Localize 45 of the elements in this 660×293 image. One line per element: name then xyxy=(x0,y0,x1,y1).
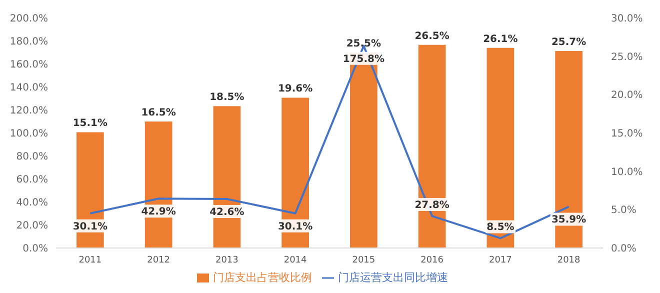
data-label: 16.5% xyxy=(141,108,176,118)
y-tick-label: 120.0% xyxy=(10,106,48,117)
y-tick-label: 140.0% xyxy=(10,82,48,94)
data-label: 18.5% xyxy=(210,92,244,104)
y2-tick-label: 15.0% xyxy=(611,128,643,140)
data-label: 26.1% xyxy=(483,34,518,45)
data-label: 19.6% xyxy=(278,84,313,95)
y-tick-label: 100.0% xyxy=(10,128,48,140)
y-tick-label: 160.0% xyxy=(10,60,48,71)
x-tick-label: 2017 xyxy=(488,255,512,266)
y2-tick-label: 10.0% xyxy=(611,166,643,178)
x-tick-label: 2014 xyxy=(284,255,308,266)
y-tick-label: 0.0% xyxy=(22,244,48,255)
y-tick-label: 20.0% xyxy=(16,220,48,232)
x-tick-label: 2013 xyxy=(215,255,238,266)
y-tick-label: 40.0% xyxy=(16,198,48,209)
legend-label: 门店运营支出同比增速 xyxy=(338,271,448,284)
x-tick-label: 2018 xyxy=(557,255,581,266)
y-tick-label: 180.0% xyxy=(10,36,48,48)
x-tick-label: 2016 xyxy=(420,255,444,266)
data-label: 35.9% xyxy=(551,214,586,226)
x-tick-label: 2012 xyxy=(147,255,170,266)
data-label: 42.6% xyxy=(210,207,244,218)
data-label: 175.8% xyxy=(342,54,385,65)
data-label: 42.9% xyxy=(141,206,176,218)
y-tick-label: 200.0% xyxy=(10,14,48,25)
y-tick-label: 80.0% xyxy=(16,152,48,163)
bar xyxy=(486,48,514,248)
legend-label: 门店支出占营收比例 xyxy=(213,271,312,284)
data-label: 25.7% xyxy=(551,36,586,48)
data-label: 25.5% xyxy=(346,38,382,50)
y2-tick-label: 5.0% xyxy=(611,205,636,216)
x-tick-label: 2011 xyxy=(78,255,102,266)
y-tick-label: 60.0% xyxy=(16,174,48,186)
y2-tick-label: 25.0% xyxy=(611,52,643,63)
data-label: 15.1% xyxy=(72,118,108,130)
data-label: 26.5% xyxy=(414,30,450,42)
data-label: 27.8% xyxy=(414,200,450,212)
y2-tick-label: 0.0% xyxy=(611,244,636,255)
data-label: 8.5% xyxy=(486,222,514,234)
y2-tick-label: 30.0% xyxy=(611,14,643,25)
data-label: 30.1% xyxy=(72,221,108,232)
y2-tick-label: 20.0% xyxy=(611,90,643,102)
data-label: 30.1% xyxy=(278,221,313,232)
x-tick-label: 2015 xyxy=(352,255,376,266)
